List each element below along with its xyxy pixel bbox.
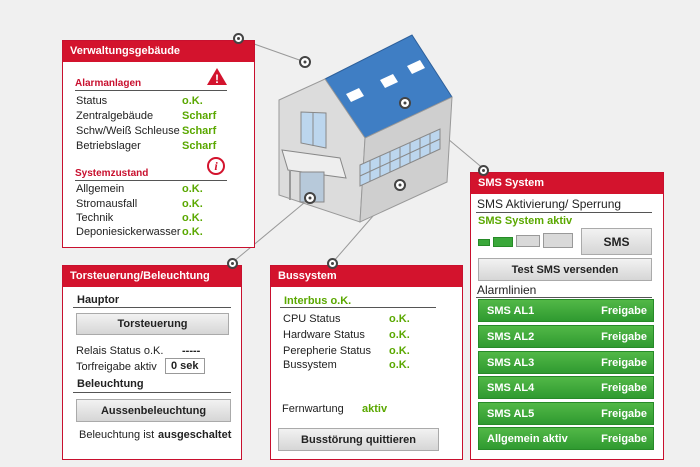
bus-panel: Bussystem: [270, 265, 463, 460]
alarm-row-lager-label: Betriebslager: [76, 140, 141, 152]
system-heading: Systemzustand: [75, 168, 149, 179]
aussenbeleuchtung-button[interactable]: Aussenbeleuchtung: [76, 399, 231, 422]
torfreigabe-label: Torfreigabe aktiv: [76, 361, 157, 373]
sms-line-state: Freigabe: [601, 305, 647, 317]
sms-line-al1[interactable]: SMS AL1 Freigabe: [478, 299, 654, 322]
relais-value: -----: [182, 345, 201, 357]
alarm-row-schleuse-label: Schw/Weiß Schleuse: [76, 125, 180, 137]
system-row-deponie-label: Deponiesickerwasser: [76, 226, 181, 238]
sms-line-label: Allgemein aktiv: [487, 433, 568, 445]
alarm-heading: Alarmanlagen: [75, 78, 142, 89]
signal-bar-2: [493, 237, 513, 247]
system-row-allgemein-label: Allgemein: [76, 183, 125, 195]
sms-line-allgemein[interactable]: Allgemein aktiv Freigabe: [478, 427, 654, 450]
sms-title: SMS System: [471, 173, 663, 194]
system-row-strom-label: Stromausfall: [76, 198, 138, 210]
system-row-technik-value: o.K.: [182, 212, 203, 224]
bus-row-hardware-label: Hardware Status: [283, 329, 365, 341]
warning-triangle-icon: !: [207, 68, 227, 86]
fernwartung-value: aktiv: [362, 403, 388, 415]
alarm-row-schleuse-value: Scharf: [182, 125, 217, 137]
sms-line-label: SMS AL3: [487, 357, 535, 369]
sms-line-state: Freigabe: [601, 382, 647, 394]
beleuchtung-label: Beleuchtung ist: [79, 429, 155, 441]
sms-line-label: SMS AL4: [487, 382, 535, 394]
sms-button[interactable]: SMS: [581, 228, 652, 255]
bus-row-cpu-value: o.K.: [389, 313, 410, 325]
signal-bar-4: [543, 233, 573, 248]
beleuchtung-heading: Beleuchtung: [77, 378, 144, 390]
sms-line-al4[interactable]: SMS AL4 Freigabe: [478, 376, 654, 399]
sms-line-state: Freigabe: [601, 331, 647, 343]
torfreigabe-value: 0 sek: [165, 358, 205, 374]
connector-dot-icon: [233, 33, 244, 44]
torsteuerung-button[interactable]: Torsteuerung: [76, 313, 229, 335]
alarmlinien-heading: Alarmlinien: [477, 283, 537, 297]
alarm-row-zentral-value: Scharf: [182, 110, 217, 122]
system-row-technik-label: Technik: [76, 212, 114, 224]
alarm-row-zentral-label: Zentralgebäude: [76, 110, 154, 122]
beleuchtung-value: ausgeschaltet: [158, 429, 232, 441]
verwaltung-panel: Verwaltungsgebäude: [62, 40, 255, 248]
verwaltung-title: Verwaltungsgebäude: [63, 41, 254, 62]
sms-line-label: SMS AL2: [487, 331, 535, 343]
bus-title: Bussystem: [271, 266, 462, 287]
bus-row-cpu-label: CPU Status: [283, 313, 341, 325]
connector-dot-icon: [478, 165, 489, 176]
alarm-row-lager-value: Scharf: [182, 140, 217, 152]
tor-title: Torsteuerung/Beleuchtung: [63, 266, 241, 287]
bus-row-bus-value: o.K.: [389, 359, 410, 371]
test-sms-button[interactable]: Test SMS versenden: [478, 258, 652, 281]
relais-label: Relais Status o.K.: [76, 345, 164, 357]
interbus-status: Interbus o.K.: [284, 295, 352, 307]
sms-activation-heading: SMS Aktivierung/ Sperrung: [477, 197, 622, 211]
sms-line-state: Freigabe: [601, 357, 647, 369]
system-row-deponie-value: o.K.: [182, 226, 203, 238]
alarm-row-status-label: Status: [76, 95, 108, 107]
hauptor-heading: Hauptor: [77, 294, 120, 306]
signal-bar-3: [516, 235, 540, 247]
warning-glyph: !: [215, 72, 219, 86]
bus-quit-button[interactable]: Busstörung quittieren: [278, 428, 439, 451]
sms-line-label: SMS AL1: [487, 305, 535, 317]
sms-line-al5[interactable]: SMS AL5 Freigabe: [478, 402, 654, 425]
bus-row-peripherie-value: o.K.: [389, 345, 410, 357]
alarm-row-status-value: o.K.: [182, 95, 203, 107]
sms-status: SMS System aktiv: [478, 215, 573, 227]
sms-line-state: Freigabe: [601, 408, 647, 420]
sms-line-al2[interactable]: SMS AL2 Freigabe: [478, 325, 654, 348]
signal-bar-1: [478, 239, 490, 246]
sms-line-state: Freigabe: [601, 433, 647, 445]
bus-row-bus-label: Bussystem: [283, 359, 337, 371]
connector-dot-icon: [327, 258, 338, 269]
system-row-allgemein-value: o.K.: [182, 183, 203, 195]
bus-row-peripherie-label: Perepherie Status: [283, 345, 372, 357]
system-row-strom-value: o.K.: [182, 198, 203, 210]
connector-dot-icon: [227, 258, 238, 269]
sms-line-label: SMS AL5: [487, 408, 535, 420]
bus-row-hardware-value: o.K.: [389, 329, 410, 341]
info-circle-icon: i: [207, 157, 225, 175]
fernwartung-label: Fernwartung: [282, 403, 344, 415]
sms-line-al3[interactable]: SMS AL3 Freigabe: [478, 351, 654, 374]
tor-panel: Torsteuerung/Beleuchtung: [62, 265, 242, 460]
